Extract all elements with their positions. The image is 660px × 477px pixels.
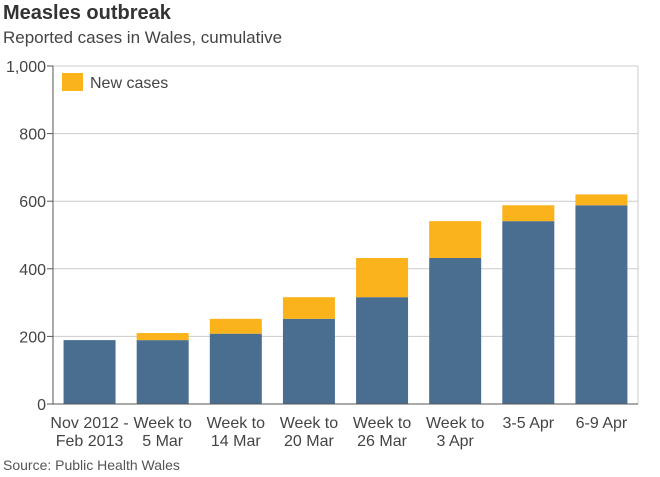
x-tick-label: 3-5 Apr bbox=[503, 415, 555, 432]
bar-new-cases bbox=[209, 318, 262, 334]
y-tick-label: 0 bbox=[37, 397, 46, 414]
x-tick-label: 6-9 Apr bbox=[576, 415, 628, 432]
source-note: Source: Public Health Wales bbox=[3, 457, 180, 473]
bar-new-cases bbox=[429, 221, 482, 258]
bar-cumulative bbox=[356, 297, 409, 404]
x-tick-label: 5 Mar bbox=[142, 433, 184, 450]
bar-cumulative bbox=[575, 205, 628, 404]
axes bbox=[47, 65, 638, 405]
y-tick-label: 200 bbox=[19, 329, 46, 346]
x-tick-label: Week to bbox=[133, 415, 192, 432]
y-tick-label: 1,000 bbox=[6, 59, 46, 76]
bar-new-cases bbox=[136, 333, 189, 341]
bar-new-cases bbox=[575, 194, 628, 206]
legend-label-new-cases: New cases bbox=[90, 75, 168, 92]
x-tick-label: 20 Mar bbox=[284, 433, 334, 450]
x-tick-label: Week to bbox=[426, 415, 485, 432]
bar-cumulative bbox=[429, 257, 482, 404]
x-tick-label: Feb 2013 bbox=[56, 433, 124, 450]
bar-cumulative bbox=[63, 340, 116, 404]
bars bbox=[63, 194, 628, 404]
bar-new-cases bbox=[282, 297, 335, 319]
chart-subtitle: Reported cases in Wales, cumulative bbox=[3, 28, 283, 47]
chart-title: Measles outbreak bbox=[3, 2, 171, 24]
bar-new-cases bbox=[356, 257, 409, 298]
legend-swatch-new-cases bbox=[62, 73, 83, 91]
bar-cumulative bbox=[136, 340, 189, 404]
labels: 0 200 400 600 800 1,000 Nov 2012 -Feb 2013 Week… bbox=[6, 59, 628, 450]
bar-cumulative bbox=[502, 221, 555, 404]
y-tick-label: 800 bbox=[19, 127, 46, 144]
legend: New cases bbox=[62, 73, 168, 92]
x-tick-label: Week to bbox=[280, 415, 339, 432]
bar-cumulative bbox=[209, 333, 262, 404]
x-tick-label: Nov 2012 - bbox=[50, 415, 128, 432]
bar-new-cases bbox=[502, 205, 555, 222]
x-tick-label: 14 Mar bbox=[211, 433, 261, 450]
x-tick-label: Week to bbox=[207, 415, 266, 432]
x-tick-label: 3 Apr bbox=[437, 433, 475, 450]
y-tick-label: 600 bbox=[19, 194, 46, 211]
bar-cumulative bbox=[282, 318, 335, 404]
y-tick-label: 400 bbox=[19, 262, 46, 279]
x-tick-label: 26 Mar bbox=[357, 433, 407, 450]
x-tick-label: Week to bbox=[353, 415, 412, 432]
